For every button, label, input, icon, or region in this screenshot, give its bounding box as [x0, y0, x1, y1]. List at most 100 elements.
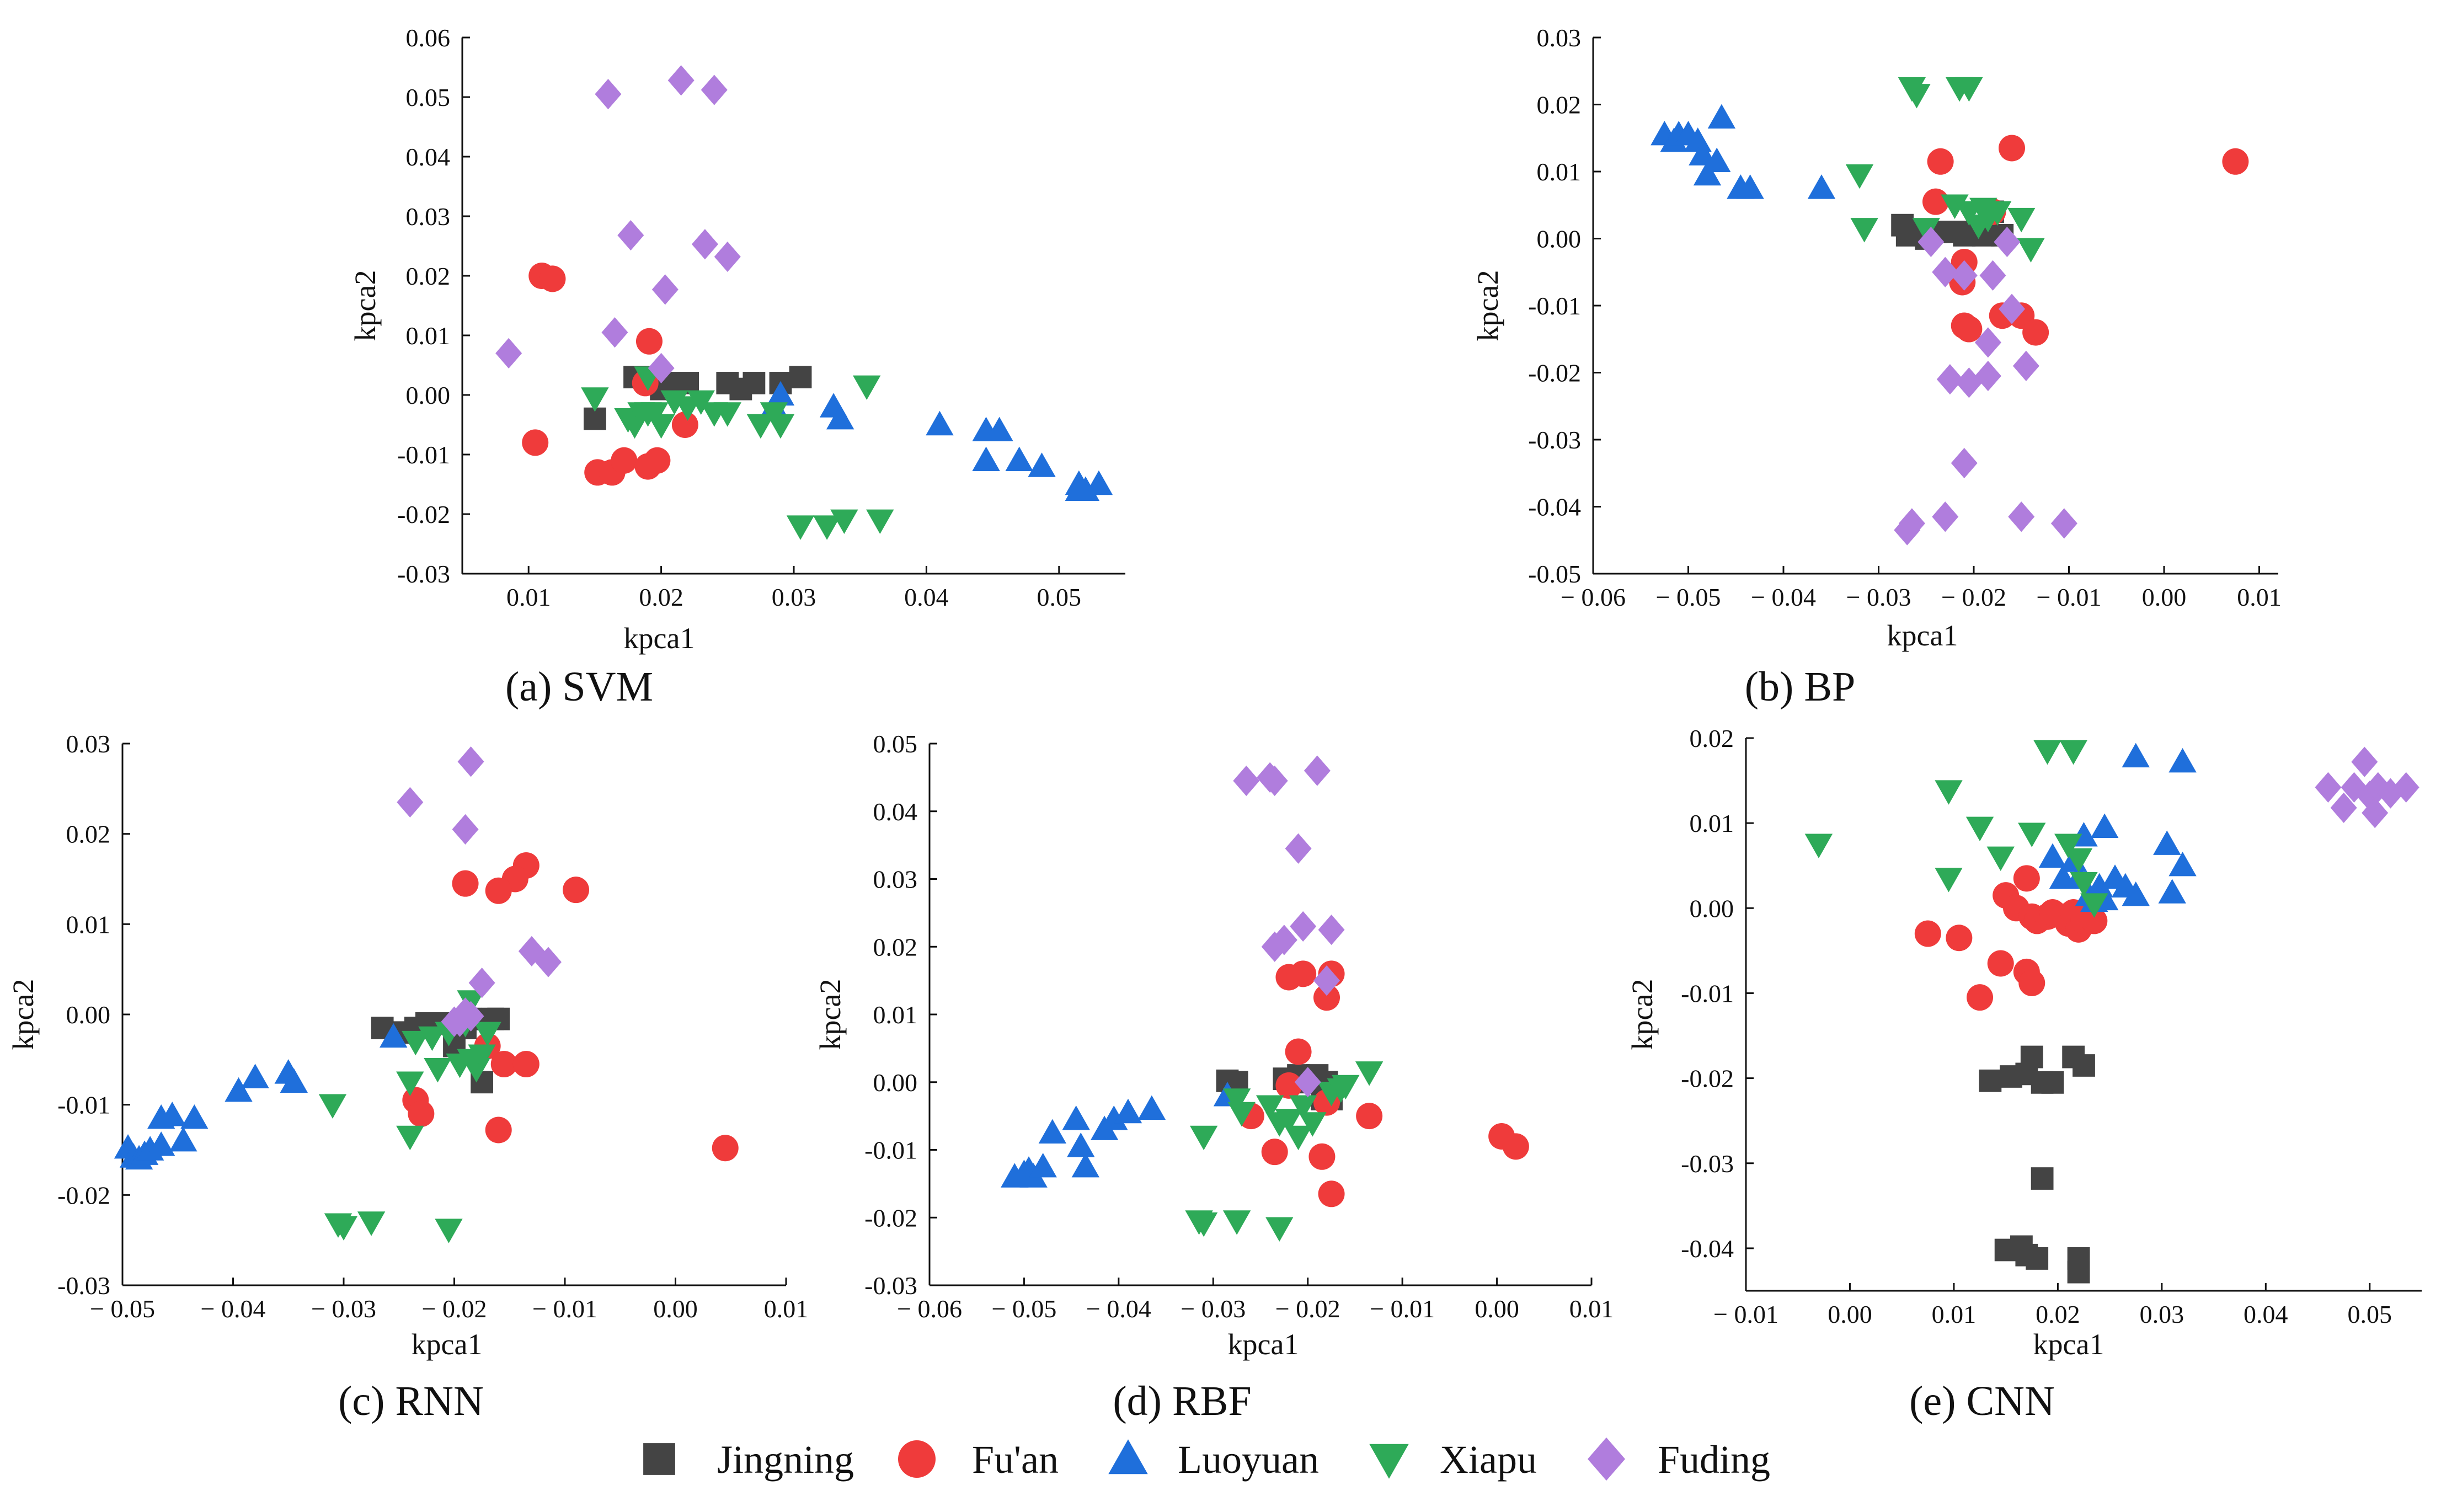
point-fuan: [563, 877, 590, 904]
series-jingning-cnn: [1979, 1045, 2095, 1284]
point-xiapu: [581, 387, 609, 412]
point-xiapu: [813, 515, 841, 540]
point-luoyuan: [2122, 881, 2150, 906]
point-xiapu: [473, 1022, 501, 1046]
point-fuding: [2392, 772, 2419, 803]
point-fuan: [408, 1100, 435, 1128]
point-xiapu: [1983, 201, 2012, 226]
point-fuan: [1502, 1133, 1529, 1160]
x-axis-label-cnn: kpca1: [2033, 1328, 2105, 1361]
point-fuding: [1974, 327, 2001, 358]
panel-bp: − 0.06 − 0.05 − 0.04 − 0.03 − 0.02 − 0.01 0.00…: [1471, 24, 2282, 710]
point-xiapu: [1299, 1112, 1327, 1137]
point-xiapu: [424, 1058, 452, 1083]
legend-label-jingning: Jingning: [717, 1438, 854, 1482]
point-luoyuan: [380, 1023, 408, 1048]
panel-cnn: − 0.01 0.00 0.01 0.02 0.03 0.04 0.05 -0.04 -0.03…: [1626, 724, 2422, 1424]
point-fuan: [1967, 984, 1994, 1011]
series-xiapu-svm: [581, 366, 894, 540]
x-tick-label-svm: 0.04: [904, 583, 949, 611]
y-tick-label-rbf: 0.01: [873, 1001, 918, 1029]
y-tick-label-rbf: -0.03: [864, 1271, 917, 1300]
axes-svm: 0.01 0.02 0.03 0.04 0.05 -0.03 -0.02 -0.01 0.00 0…: [397, 24, 1125, 611]
point-jingning: [1225, 1071, 1248, 1094]
point-xiapu: [1912, 218, 1940, 243]
point-fuding: [441, 1006, 468, 1037]
point-fuding: [1261, 765, 1288, 797]
point-luoyuan: [1100, 1105, 1128, 1130]
series-fuding-svm: [495, 65, 741, 383]
x-tick-label-rbf: − 0.04: [1086, 1295, 1151, 1323]
point-jingning: [584, 407, 606, 430]
point-fuding: [1898, 508, 1925, 539]
legend-item-luoyuan: Luoyuan: [1108, 1438, 1319, 1482]
legend-label-xiapu: Xiapu: [1440, 1438, 1537, 1482]
point-xiapu: [1986, 846, 2015, 872]
legend-marker-luoyuan: [1108, 1439, 1148, 1474]
point-luoyuan: [1736, 174, 1764, 199]
point-fuan: [490, 1051, 517, 1078]
y-tick-label-cnn: 0.01: [1690, 809, 1734, 837]
y-tick-label-bp: -0.04: [1528, 493, 1581, 521]
point-jingning: [743, 372, 766, 394]
x-tick-label-svm: 0.02: [639, 583, 683, 611]
point-fuan: [671, 412, 698, 439]
point-luoyuan: [985, 416, 1013, 441]
y-axis-label-rnn: kpca2: [7, 979, 40, 1050]
point-fuding: [452, 814, 479, 845]
panel-svm: 0.01 0.02 0.03 0.04 0.05 -0.03 -0.02 -0.01 0.00 0…: [349, 24, 1125, 710]
point-luoyuan: [1062, 1105, 1090, 1130]
legend-label-fuding: Fuding: [1658, 1438, 1770, 1482]
series-luoyuan-bp: [1651, 104, 1836, 199]
point-luoyuan: [169, 1126, 197, 1152]
point-fuding: [1233, 765, 1260, 797]
x-tick-label-rnn: − 0.05: [90, 1295, 155, 1323]
y-tick-label-rnn: 0.01: [66, 910, 111, 938]
point-xiapu: [1222, 1088, 1251, 1113]
point-fuding: [2362, 798, 2389, 829]
point-fuan: [2013, 865, 2040, 892]
point-fuan: [1987, 950, 2014, 977]
point-xiapu: [830, 509, 858, 534]
point-xiapu: [746, 414, 775, 439]
panel-rnn: − 0.05 − 0.04 − 0.03 − 0.02 − 0.01 0.00 0.01 -0…: [7, 730, 808, 1424]
point-xiapu: [357, 1211, 386, 1236]
axes-bp: − 0.06 − 0.05 − 0.04 − 0.03 − 0.02 − 0.01 0.00…: [1528, 24, 2282, 611]
point-fuding: [468, 968, 495, 998]
y-tick-label-bp: -0.01: [1528, 292, 1581, 320]
point-luoyuan: [1703, 147, 1731, 172]
point-fuan: [1285, 1038, 1312, 1065]
point-fuan: [452, 870, 479, 897]
point-xiapu: [1189, 1212, 1218, 1237]
x-tick-label-rbf: 0.00: [1475, 1295, 1519, 1323]
legend-marker-jingning: [643, 1443, 675, 1475]
point-xiapu: [2064, 848, 2093, 873]
legend-item-fuan: Fu'an: [898, 1438, 1059, 1482]
point-fuding: [2012, 350, 2039, 381]
point-fuding: [1285, 833, 1312, 864]
point-fuan: [611, 447, 638, 474]
point-luoyuan: [2153, 830, 2181, 855]
point-fuding: [495, 338, 522, 368]
point-xiapu: [2018, 822, 2046, 847]
x-axis-label-svm: kpca1: [624, 622, 695, 655]
point-luoyuan: [280, 1068, 308, 1093]
point-luoyuan: [2122, 742, 2150, 768]
point-fuan: [1275, 1072, 1302, 1099]
point-fuan: [485, 1116, 512, 1144]
marks-bp: [1651, 77, 2249, 546]
x-tick-label-rnn: 0.01: [764, 1295, 809, 1323]
point-fuan: [1914, 920, 1941, 947]
point-fuding: [1917, 226, 1945, 258]
y-tick-label-svm: -0.02: [397, 500, 450, 528]
point-xiapu: [2007, 207, 2036, 233]
caption-rnn: (c) RNN: [338, 1378, 484, 1424]
axes-rnn: − 0.05 − 0.04 − 0.03 − 0.02 − 0.01 0.00 0.01 -0…: [57, 730, 808, 1323]
point-fuan: [1318, 1180, 1345, 1208]
point-fuding: [1979, 260, 2006, 291]
point-luoyuan: [1005, 446, 1033, 471]
point-fuding: [2315, 772, 2342, 803]
caption-svm: (a) SVM: [505, 664, 653, 710]
y-tick-label-svm: 0.01: [406, 322, 451, 350]
point-jingning: [2026, 1247, 2049, 1270]
